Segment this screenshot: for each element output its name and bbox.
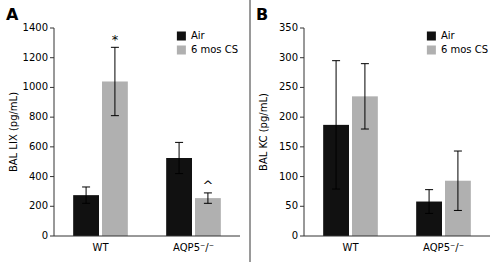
- legend-swatch: [177, 32, 186, 41]
- y-tick-label: 50: [285, 200, 298, 211]
- y-tick: [300, 176, 304, 177]
- y-tick: [50, 28, 54, 29]
- y-axis-label: BAL LIX (pg/mL): [8, 92, 19, 172]
- error-bar: [425, 190, 433, 214]
- y-tick: [50, 236, 54, 237]
- panel: B BAL KC (pg/mL) 0 50 100 150 200 250 300 350 WT AQ…: [256, 5, 490, 253]
- y-tick: [300, 236, 304, 237]
- y-tick: [300, 57, 304, 58]
- y-tick: [300, 206, 304, 207]
- y-tick-label: 200: [279, 111, 298, 122]
- y-tick: [50, 117, 54, 118]
- y-tick: [50, 146, 54, 147]
- y-tick: [50, 206, 54, 207]
- y-tick-label: 1400: [23, 22, 48, 33]
- y-tick: [300, 117, 304, 118]
- y-tick: [50, 57, 54, 58]
- y-tick-label: 400: [29, 171, 48, 182]
- y-tick-label: 800: [29, 111, 48, 122]
- y-tick: [50, 176, 54, 177]
- error-bar: [204, 193, 212, 203]
- plot-area: [323, 61, 471, 236]
- legend-label: 6 mos CS: [191, 44, 238, 55]
- y-tick-label: 250: [279, 81, 298, 92]
- legend-swatch: [427, 32, 436, 41]
- y-tick: [300, 28, 304, 29]
- y-axis-line: [54, 28, 55, 236]
- y-tick-label: 150: [279, 141, 298, 152]
- y-tick-label: 0: [292, 230, 298, 241]
- error-bar: [111, 47, 119, 115]
- panel-label: A: [6, 5, 19, 24]
- panel-label: B: [256, 5, 268, 24]
- annotation: ^: [202, 178, 213, 193]
- y-axis-label: BAL KC (pg/mL): [258, 93, 269, 171]
- legend-swatch: [427, 46, 436, 55]
- y-tick: [50, 87, 54, 88]
- legend: Air 6 mos CS: [427, 30, 488, 55]
- legend-swatch: [177, 46, 186, 55]
- panel-divider: [250, 0, 251, 262]
- y-tick-label: 300: [279, 52, 298, 63]
- error-bar: [454, 151, 462, 210]
- y-tick-label: 1000: [23, 81, 48, 92]
- error-bar: [175, 142, 183, 173]
- x-axis-line: [304, 236, 490, 237]
- legend-label: Air: [191, 30, 206, 41]
- chart-root: ABAL LIX (pg/mL)020040060080010001200140…: [0, 0, 500, 262]
- y-tick-label: 0: [42, 230, 48, 241]
- error-bar: [332, 61, 340, 189]
- x-tick-label: WT: [93, 242, 110, 253]
- legend: Air 6 mos CS: [177, 30, 238, 55]
- x-axis-line: [54, 236, 240, 237]
- y-tick: [300, 87, 304, 88]
- y-tick-label: 200: [29, 200, 48, 211]
- y-tick-label: 350: [279, 22, 298, 33]
- x-tick-label: AQP5⁻/⁻: [423, 242, 464, 253]
- annotation: *: [112, 32, 119, 47]
- x-tick-label: AQP5⁻/⁻: [173, 242, 214, 253]
- panel: A BAL LIX (pg/mL) 0 200 400 600 800 1000 1200 140…: [6, 5, 240, 253]
- plot-area: [73, 47, 221, 236]
- y-tick: [300, 146, 304, 147]
- legend-label: Air: [441, 30, 456, 41]
- error-bar: [82, 187, 90, 203]
- y-tick-label: 1200: [23, 52, 48, 63]
- error-bar: [361, 64, 369, 129]
- y-tick-label: 600: [29, 141, 48, 152]
- legend-label: 6 mos CS: [441, 44, 488, 55]
- y-tick-label: 100: [279, 171, 298, 182]
- x-tick-label: WT: [343, 242, 360, 253]
- y-axis-line: [304, 28, 305, 236]
